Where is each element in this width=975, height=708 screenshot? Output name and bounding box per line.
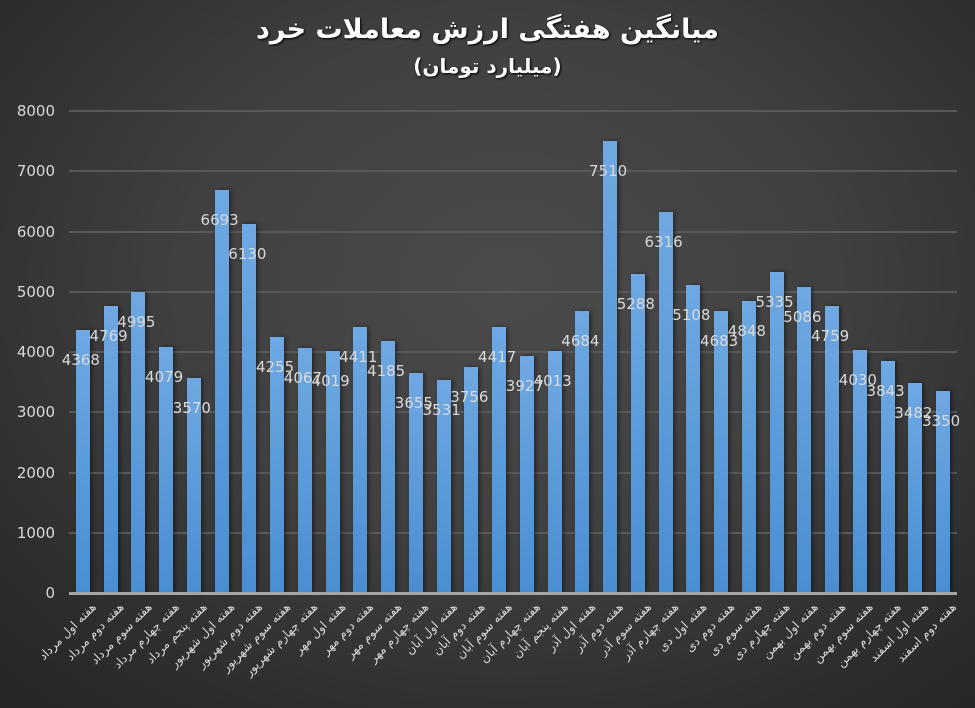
- data-label: 4684: [561, 331, 600, 350]
- bar[interactable]: [519, 356, 534, 593]
- y-tick-label: 8000: [16, 102, 55, 120]
- bar[interactable]: [186, 377, 201, 593]
- y-tick-label: 0: [45, 584, 55, 602]
- bar[interactable]: [686, 285, 701, 593]
- bar[interactable]: [936, 391, 951, 593]
- data-label: 4769: [89, 326, 128, 345]
- data-label: 3482: [894, 404, 933, 423]
- data-label: 3756: [450, 387, 489, 406]
- data-label: 4019: [311, 371, 350, 390]
- bar[interactable]: [880, 361, 895, 593]
- bar[interactable]: [603, 140, 618, 593]
- data-label: 6693: [200, 210, 239, 229]
- data-label: 3350: [922, 412, 961, 431]
- y-tick-label: 7000: [16, 162, 55, 181]
- data-label: 3570: [172, 398, 211, 417]
- data-label: 5335: [755, 292, 794, 311]
- bar[interactable]: [270, 336, 285, 593]
- gridline: [69, 290, 957, 293]
- data-label: 4013: [533, 372, 572, 391]
- data-label: 4067: [283, 368, 322, 387]
- y-tick-label: 2000: [16, 463, 55, 482]
- y-tick-label: 3000: [16, 403, 55, 422]
- data-label: 4185: [367, 361, 406, 380]
- data-label: 4995: [117, 313, 156, 332]
- data-label: 7510: [589, 161, 628, 180]
- data-label: 4079: [145, 368, 184, 387]
- y-tick-label: 5000: [16, 282, 55, 301]
- data-label: 4848: [727, 321, 766, 340]
- bar[interactable]: [436, 380, 451, 593]
- bar[interactable]: [464, 366, 479, 593]
- bar[interactable]: [825, 306, 840, 593]
- y-tick-label: 6000: [16, 222, 55, 241]
- bar[interactable]: [131, 292, 146, 593]
- gridline: [69, 411, 957, 414]
- data-label: 5086: [783, 307, 822, 326]
- bar[interactable]: [797, 286, 812, 593]
- chart-subtitle: (میلیارد تومان): [413, 54, 562, 78]
- bar[interactable]: [353, 327, 368, 593]
- data-label: 3927: [505, 377, 544, 396]
- data-label: 6316: [644, 233, 683, 252]
- data-label: 4411: [339, 348, 378, 367]
- gridline: [69, 351, 957, 353]
- bar[interactable]: [908, 383, 923, 593]
- chart-title: میانگین هفتگی ارزش معاملات خرد: [256, 14, 719, 45]
- data-label: 6130: [228, 244, 267, 263]
- bar[interactable]: [381, 340, 396, 593]
- bar[interactable]: [297, 347, 312, 593]
- bar[interactable]: [769, 271, 784, 593]
- bar[interactable]: [408, 372, 423, 593]
- bar[interactable]: [159, 347, 174, 593]
- bar[interactable]: [575, 310, 590, 593]
- bar[interactable]: [103, 305, 118, 593]
- data-label: 4030: [838, 371, 877, 390]
- bar[interactable]: [75, 329, 90, 593]
- data-label: 4417: [478, 347, 517, 366]
- bar[interactable]: [242, 223, 257, 593]
- bar[interactable]: [325, 350, 340, 593]
- y-tick-label: 1000: [16, 523, 55, 542]
- y-tick-label: 4000: [16, 343, 55, 361]
- bar[interactable]: [714, 310, 729, 593]
- data-label: 4759: [811, 327, 850, 346]
- gridline: [69, 531, 957, 534]
- data-label: 5288: [616, 295, 655, 314]
- gridline: [69, 471, 957, 474]
- gridline: [69, 110, 957, 112]
- data-label: 4255: [256, 357, 295, 376]
- data-label: 4683: [700, 331, 739, 350]
- gridline: [69, 170, 957, 173]
- bar[interactable]: [547, 351, 562, 593]
- data-label: 4368: [61, 350, 100, 369]
- bar[interactable]: [741, 300, 756, 593]
- bar[interactable]: [492, 326, 507, 593]
- data-label: 3531: [422, 401, 461, 420]
- bar[interactable]: [630, 274, 645, 593]
- x-axis-line: [69, 592, 957, 595]
- data-label: 3843: [866, 382, 905, 401]
- bar[interactable]: [658, 212, 673, 593]
- bar[interactable]: [852, 350, 867, 593]
- gridline: [69, 230, 957, 233]
- data-label: 3655: [394, 393, 433, 412]
- data-label: 5108: [672, 306, 711, 325]
- bar[interactable]: [214, 189, 229, 593]
